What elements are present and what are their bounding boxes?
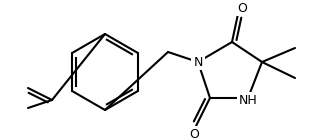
Text: O: O	[237, 2, 247, 15]
Text: NH: NH	[239, 94, 257, 107]
Text: N: N	[193, 55, 203, 68]
Text: O: O	[189, 128, 199, 140]
